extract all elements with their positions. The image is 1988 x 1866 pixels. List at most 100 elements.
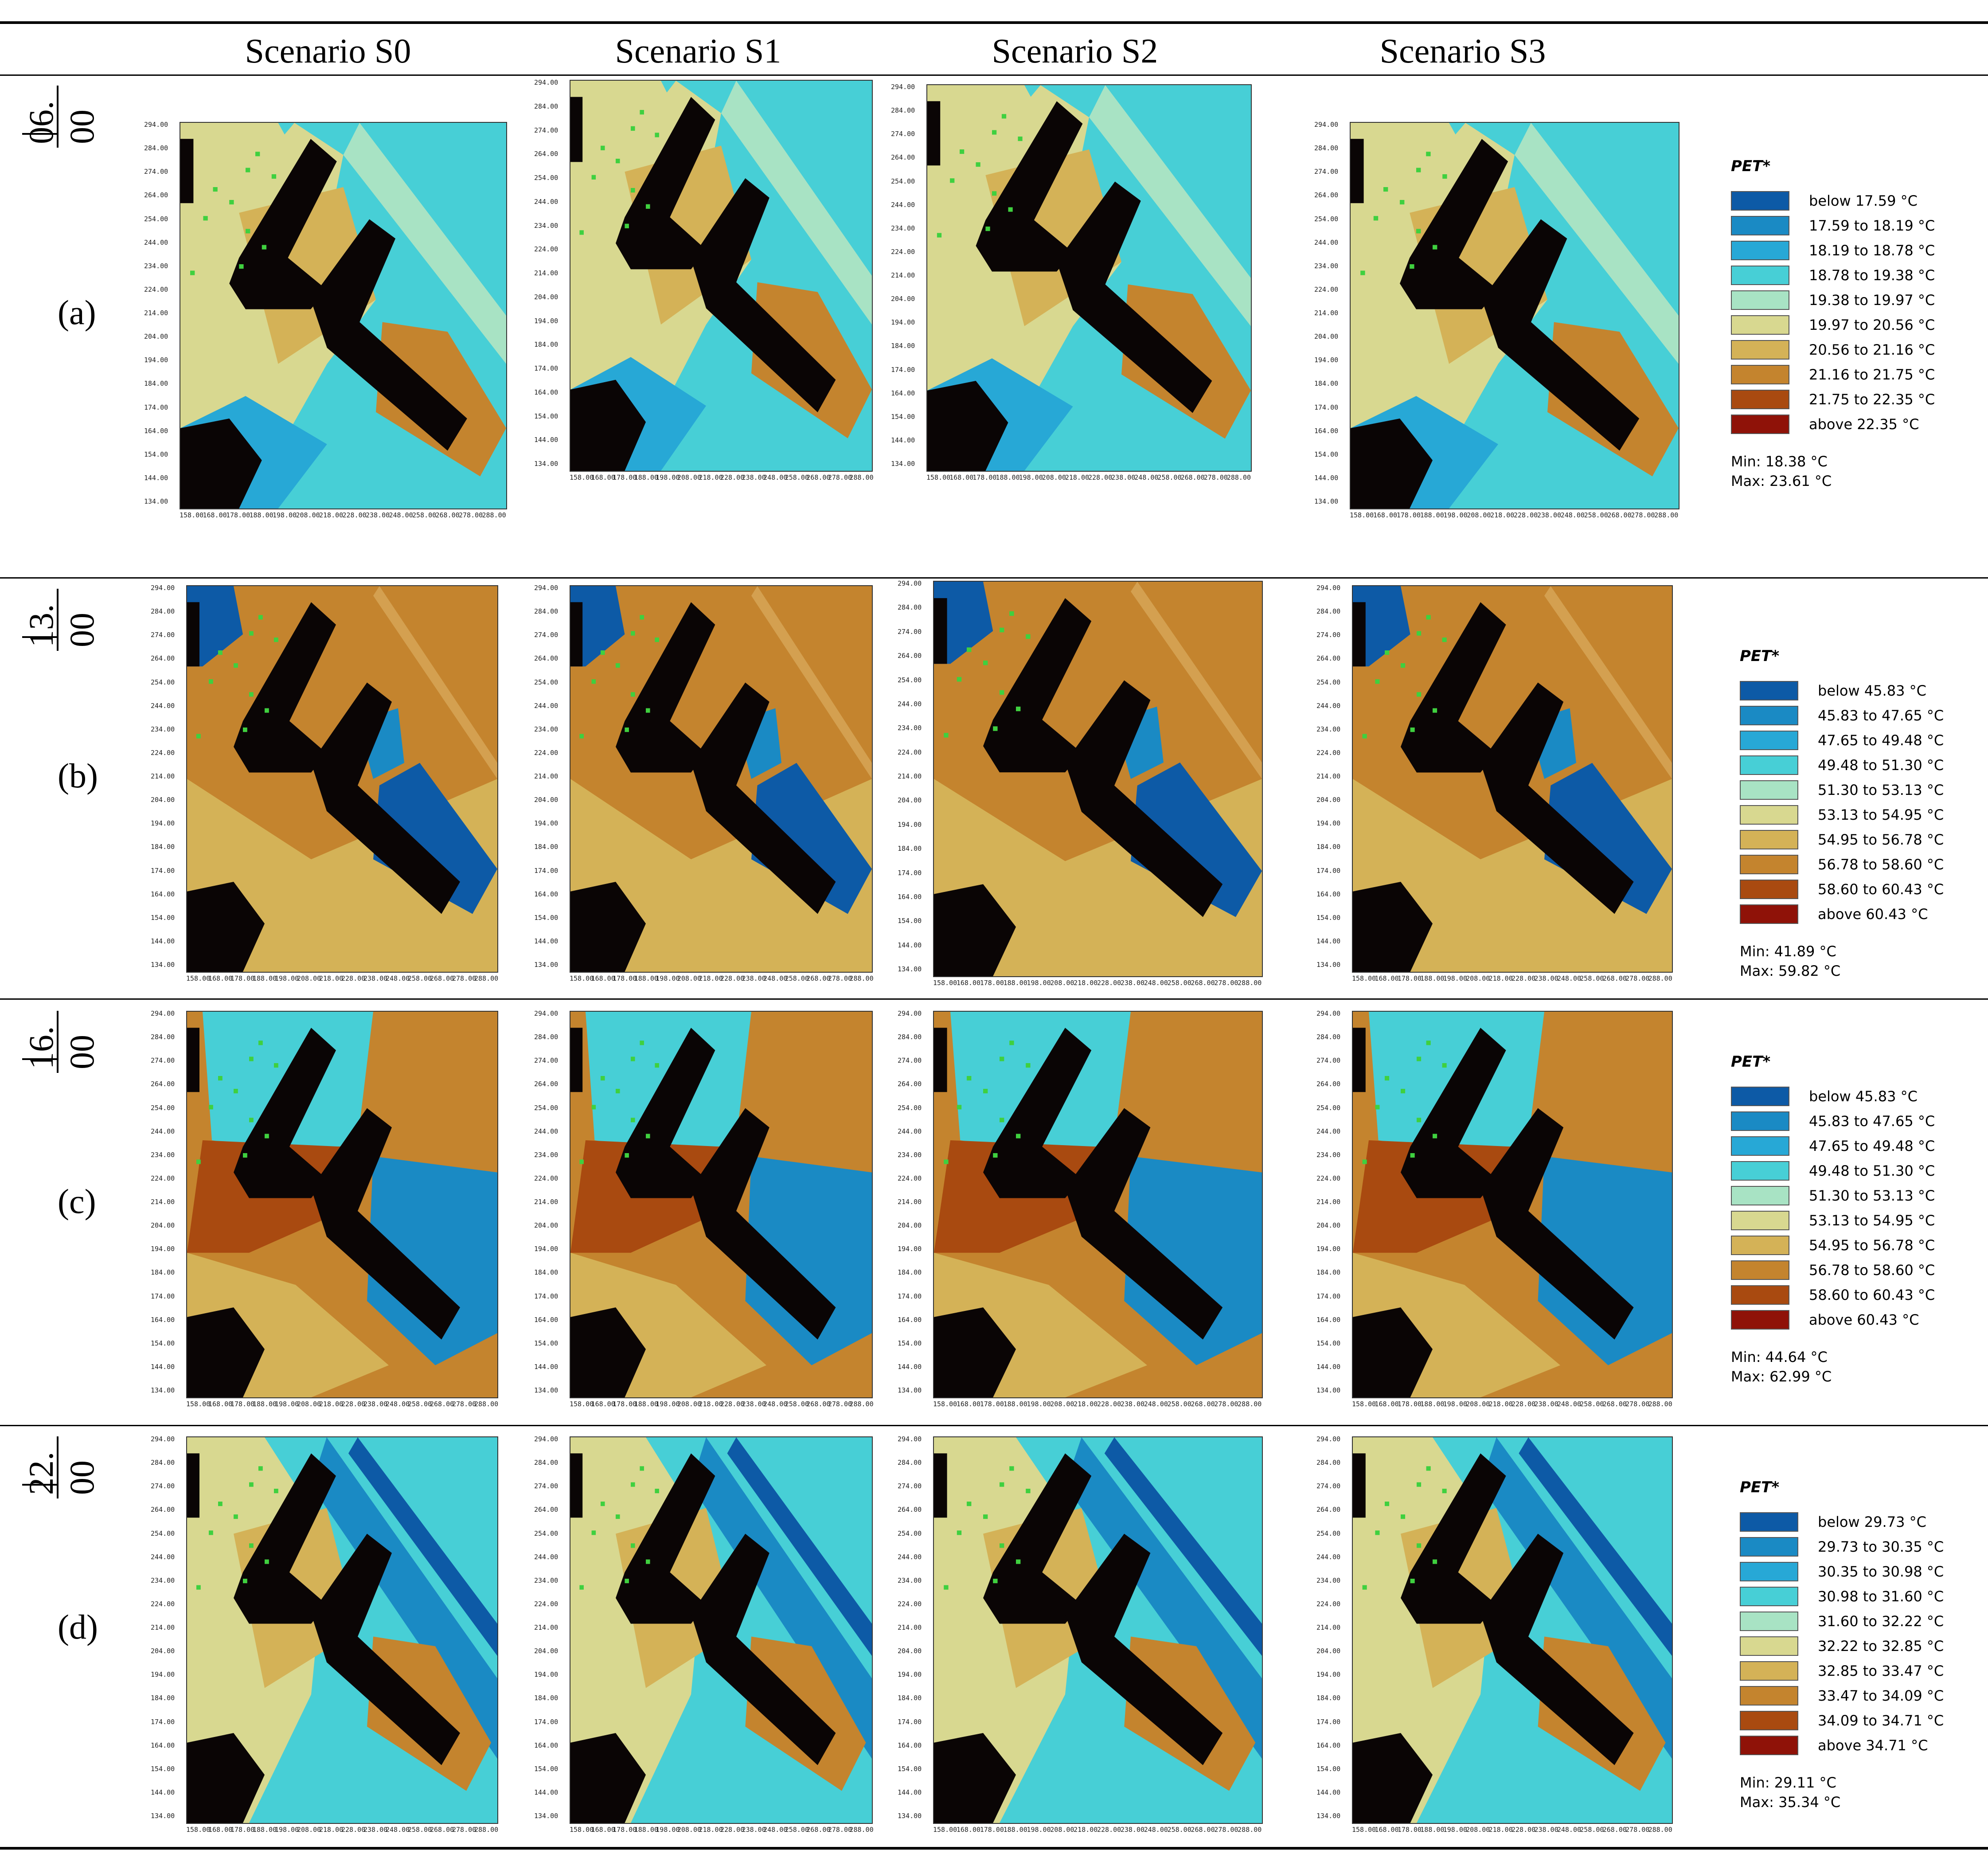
y-tick-label: 134.00 [534, 1812, 559, 1820]
legend-item: 30.98 to 31.60 °C [1740, 1584, 1988, 1609]
y-tick-label: 274.00 [534, 1482, 559, 1490]
y-tick-label: 134.00 [534, 1386, 559, 1394]
legend-title: PET* [1731, 1053, 1771, 1071]
building-east [311, 1533, 460, 1765]
y-tick-label: 294.00 [1316, 1009, 1341, 1017]
legend-label: 18.78 to 19.38 °C [1809, 267, 1935, 284]
legend-min: Min: 44.64 °C [1731, 1349, 1828, 1365]
pet-map-s2 [926, 84, 1252, 472]
y-tick-label: 274.00 [1314, 168, 1339, 176]
x-tick-label: 228.00 [1512, 1400, 1536, 1408]
x-tick-label: 198.00 [275, 1826, 299, 1834]
x-tick-label: 168.00 [591, 1400, 615, 1408]
tree-marker [993, 1153, 998, 1158]
y-tick-label: 214.00 [898, 772, 922, 780]
x-tick-label: 268.00 [430, 1400, 454, 1408]
building-edge [570, 1028, 583, 1092]
legend-min: Min: 18.38 °C [1731, 453, 1828, 470]
x-tick-label: 228.00 [720, 974, 745, 982]
y-tick-label: 184.00 [1314, 379, 1339, 388]
legend-swatch [1731, 290, 1789, 310]
tree-marker [976, 162, 980, 167]
y-tick-label: 284.00 [898, 1033, 922, 1041]
row-letter: (a) [58, 293, 96, 332]
x-tick-label: 178.00 [1396, 511, 1421, 519]
tree-marker [1375, 679, 1380, 684]
legend-swatch [1731, 1260, 1789, 1280]
tree-marker [591, 175, 596, 180]
legend-label: 51.30 to 53.13 °C [1809, 1187, 1935, 1204]
legend-swatch [1731, 1136, 1789, 1156]
y-tick-label: 264.00 [534, 1506, 559, 1514]
x-tick-label: 288.00 [1648, 1400, 1672, 1408]
x-tick-label: 248.00 [763, 1400, 788, 1408]
x-tick-label: 268.00 [1191, 1826, 1215, 1834]
legend-item: 45.83 to 47.65 °C [1740, 703, 1988, 728]
y-tick-label: 274.00 [534, 126, 559, 134]
building-east [1065, 1533, 1223, 1765]
legend-label: 45.83 to 47.65 °C [1809, 1113, 1935, 1130]
tree-marker [255, 152, 260, 156]
pet-map-plot [570, 1437, 872, 1823]
x-tick-label: 248.00 [1557, 1826, 1582, 1834]
tree-marker [1385, 1076, 1390, 1081]
pet-map-s3 [1350, 122, 1679, 509]
y-tick-label: 164.00 [1316, 890, 1341, 898]
tree-marker [218, 650, 223, 655]
x-tick-label: 198.00 [656, 974, 680, 982]
tree-marker [1000, 1482, 1004, 1487]
x-tick-label: 278.00 [459, 511, 483, 519]
y-tick-label: 294.00 [1316, 584, 1341, 592]
x-tick-label: 188.00 [253, 1400, 277, 1408]
x-tick-label: 158.00 [933, 1400, 957, 1408]
building-east [691, 1108, 836, 1340]
x-tick-label: 218.00 [1488, 1400, 1513, 1408]
tree-marker [579, 734, 584, 739]
y-tick-label: 254.00 [1316, 1529, 1341, 1537]
tree-marker [601, 1076, 605, 1081]
building-west [1401, 1028, 1506, 1198]
y-tick-label: 264.00 [151, 1506, 175, 1514]
tree-marker [246, 168, 250, 172]
y-tick-label: 134.00 [1316, 1386, 1341, 1394]
pet-map-plot [934, 1012, 1262, 1397]
y-tick-label: 284.00 [1316, 607, 1341, 616]
x-tick-label: 208.00 [297, 974, 321, 982]
y-tick-label: 244.00 [151, 1127, 175, 1135]
y-tick-label: 154.00 [534, 1764, 559, 1773]
tree-marker [234, 663, 238, 668]
x-tick-label: 238.00 [1120, 979, 1145, 987]
tree-marker [243, 1153, 247, 1158]
tree-marker [1410, 264, 1414, 269]
tree-marker [646, 204, 650, 209]
legend-swatch [1740, 706, 1798, 725]
legend-label: 20.56 to 21.16 °C [1809, 341, 1935, 358]
y-tick-label: 264.00 [898, 652, 922, 660]
legend-item: 32.22 to 32.85 °C [1740, 1634, 1988, 1659]
tree-marker [960, 149, 965, 154]
x-tick-label: 198.00 [1019, 473, 1043, 481]
x-tick-label: 198.00 [275, 1400, 299, 1408]
tree-marker [1362, 734, 1367, 739]
road-band [343, 123, 506, 364]
building-west [1401, 602, 1506, 773]
y-tick-label: 284.00 [891, 106, 915, 115]
tree-marker [631, 631, 635, 636]
legend-swatch [1740, 904, 1798, 924]
y-tick-label: 294.00 [898, 1435, 922, 1443]
pet-shade-zone-east [1538, 1156, 1672, 1365]
y-tick-label: 164.00 [898, 892, 922, 901]
building-edge [1353, 602, 1366, 667]
x-tick-label: 268.00 [435, 511, 460, 519]
tree-marker [274, 638, 278, 642]
y-tick-label: 274.00 [898, 1056, 922, 1065]
cool-band-2 [348, 1437, 497, 1656]
y-tick-label: 294.00 [898, 1009, 922, 1017]
legend-label: 31.60 to 32.22 °C [1818, 1613, 1944, 1630]
x-tick-label: 208.00 [297, 1400, 321, 1408]
tree-marker [646, 1559, 650, 1564]
legend-swatch [1731, 1087, 1789, 1106]
legend-item: 49.48 to 51.30 °C [1740, 753, 1988, 778]
road-band [1131, 582, 1262, 779]
y-tick-label: 294.00 [1316, 1435, 1341, 1443]
